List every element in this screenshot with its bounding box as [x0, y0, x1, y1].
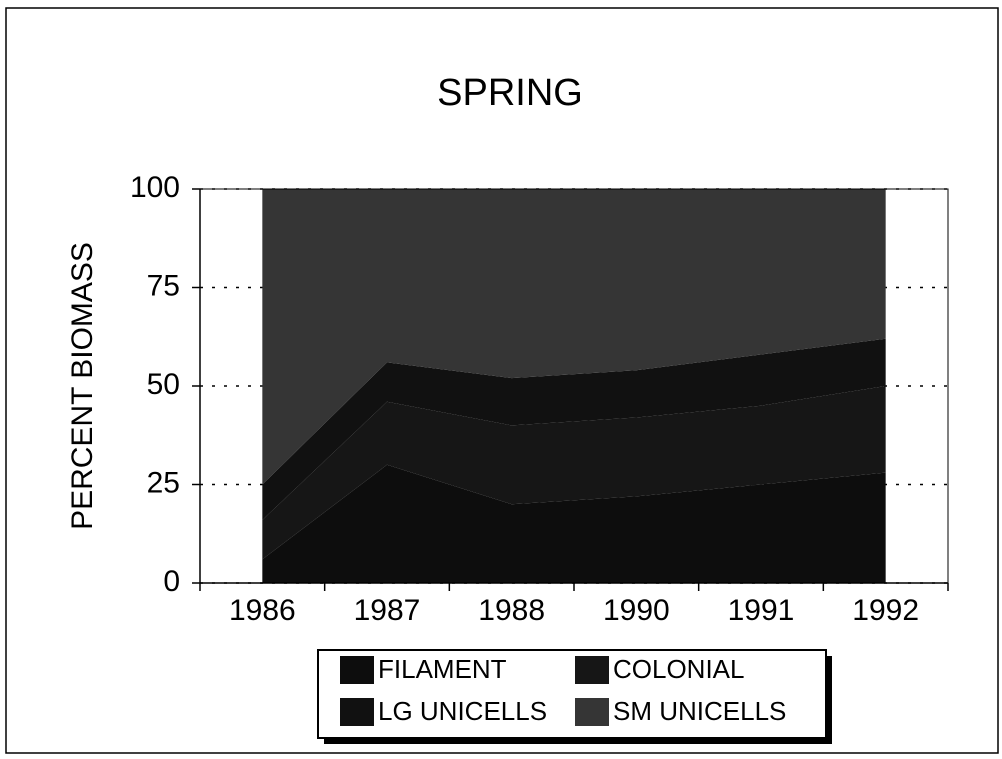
area — [262, 386, 886, 560]
legend — [317, 649, 827, 739]
legend-swatch — [575, 656, 609, 684]
legend-swatch — [340, 698, 374, 726]
y-tick-label: 50 — [147, 368, 180, 401]
x-tick-label: 1986 — [229, 594, 296, 627]
area — [262, 189, 886, 485]
legend-swatch — [340, 656, 374, 684]
y-tick-label: 0 — [163, 565, 180, 598]
area — [262, 338, 886, 520]
x-tick-label: 1987 — [354, 594, 421, 627]
legend-label: COLONIAL — [613, 654, 745, 684]
legend-label: LG UNICELLS — [378, 696, 547, 726]
legend-label: SM UNICELLS — [613, 696, 786, 726]
legend-label: FILAMENT — [378, 654, 507, 684]
x-tick-label: 1991 — [728, 594, 795, 627]
x-tick-label: 1992 — [852, 594, 919, 627]
x-tick-label: 1990 — [603, 594, 670, 627]
y-tick-label: 100 — [130, 171, 180, 204]
y-axis-label: PERCENT BIOMASS — [66, 242, 99, 530]
area — [262, 464, 886, 583]
legend-swatch — [575, 698, 609, 726]
y-tick-label: 25 — [147, 466, 180, 499]
y-tick-label: 75 — [147, 269, 180, 302]
x-tick-label: 1988 — [478, 594, 545, 627]
chart-title: SPRING — [437, 72, 583, 114]
